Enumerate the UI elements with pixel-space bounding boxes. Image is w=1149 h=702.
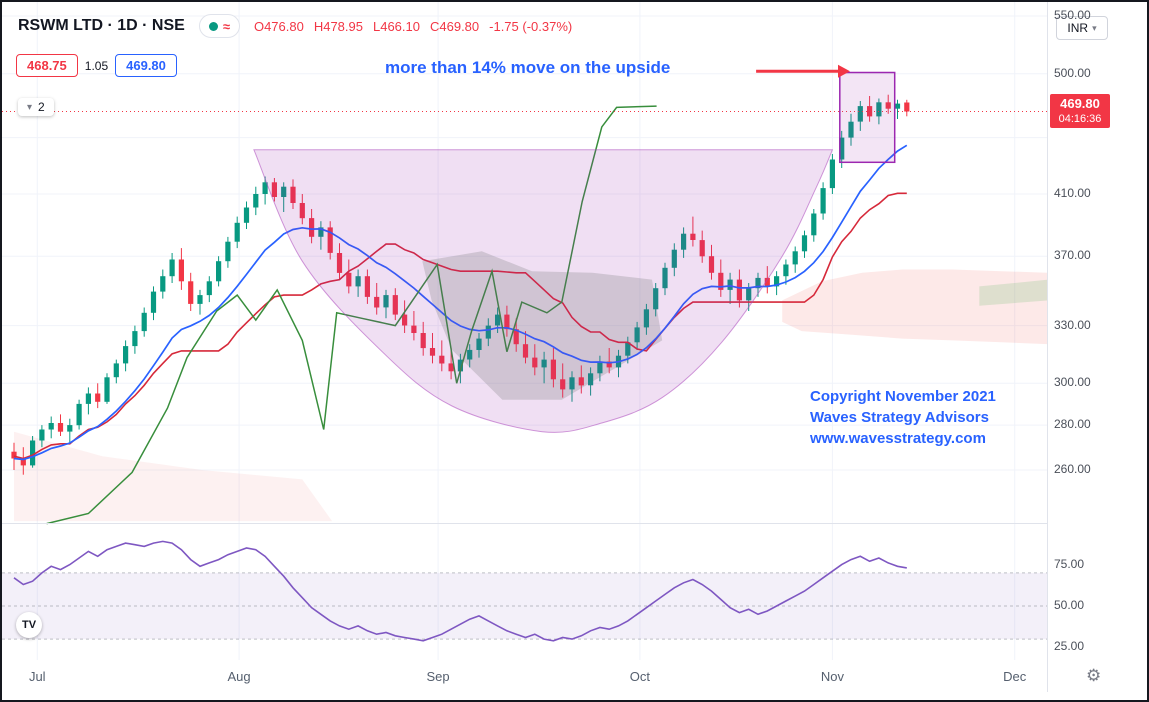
price-axis-label: 500.00 <box>1054 65 1091 80</box>
ohlc-close: C469.80 <box>429 18 480 34</box>
sell-button[interactable]: 468.75 <box>16 54 78 77</box>
price-axis-label: 330.00 <box>1054 317 1091 332</box>
collapse-count: 2 <box>38 100 45 114</box>
settings-gear-icon[interactable]: ⚙ <box>1086 666 1102 685</box>
chevron-down-icon: ▾ <box>1092 22 1097 33</box>
trade-buttons-row: 468.75 1.05 469.80 <box>16 54 177 77</box>
chart-legend: RSWM LTD · 1D · NSE ≈ O476.80 H478.95 L4… <box>18 14 572 38</box>
time-axis[interactable]: Jul Aug Sep Oct Nov Dec <box>2 660 1147 692</box>
ohlc-change: -1.75 (-0.37%) <box>489 18 573 34</box>
last-price-value: 469.80 <box>1060 95 1100 111</box>
copyright-line-2: Waves Strategy Advisors <box>810 409 989 426</box>
time-axis-label: Sep <box>426 669 450 684</box>
wave-icon: ≈ <box>222 18 230 34</box>
last-price-badge: 469.80 04:16:36 <box>1050 93 1110 128</box>
indicator-legend-pill[interactable]: ≈ <box>198 14 240 38</box>
price-chart-canvas[interactable] <box>2 2 1047 660</box>
upside-annotation-text[interactable]: more than 14% move on the upside <box>385 58 671 77</box>
price-axis-label: 300.00 <box>1054 375 1091 390</box>
price-axis[interactable]: INR ▾ 469.80 04:16:36 ⚙ 550.00 500.00 410.… <box>1047 2 1147 692</box>
tradingview-logo-icon[interactable]: TV <box>16 612 42 638</box>
rsi-pane <box>2 540 1047 642</box>
ohlc-open: O476.80 <box>253 18 304 34</box>
price-axis-label: 370.00 <box>1054 248 1091 263</box>
currency-selector[interactable]: INR ▾ <box>1056 16 1108 40</box>
time-axis-label: Oct <box>629 669 650 684</box>
lagging-span-line <box>46 105 657 525</box>
indicator-dot-icon <box>208 21 218 31</box>
price-axis-label: 280.00 <box>1054 417 1091 432</box>
pane-divider[interactable] <box>2 523 1147 524</box>
ohlc-high: H478.95 <box>313 18 363 34</box>
rsi-axis-label: 50.00 <box>1054 598 1085 612</box>
time-axis-label: Nov <box>820 669 844 684</box>
chevron-down-icon: ▾ <box>27 101 33 113</box>
ohlc-readout: O476.80 H478.95 L466.10 C469.80 -1.75 (-… <box>254 19 572 34</box>
object-tree-collapse-button[interactable]: ▾ 2 <box>18 98 54 116</box>
copyright-watermark: Copyright November 2021 Waves Strategy A… <box>810 386 996 449</box>
price-axis-label: 260.00 <box>1054 462 1091 477</box>
time-axis-label: Jul <box>28 669 46 684</box>
symbol-title[interactable]: RSWM LTD · 1D · NSE <box>18 17 185 34</box>
breakout-box-drawing <box>839 71 896 164</box>
spread-value: 1.05 <box>84 58 109 73</box>
rsi-axis-label: 25.00 <box>1054 639 1085 654</box>
price-axis-label: 410.00 <box>1054 186 1091 201</box>
time-axis-label: Dec <box>1003 669 1027 684</box>
time-axis-label: Aug <box>227 669 251 684</box>
copyright-line-1: Copyright November 2021 <box>810 388 996 405</box>
rsi-axis-label: 75.00 <box>1054 556 1085 571</box>
price-axis-label: 550.00 <box>1054 8 1091 22</box>
arrow-drawing <box>756 64 850 78</box>
moving-average-lines <box>13 144 908 461</box>
cup-pattern-drawing <box>253 149 834 433</box>
candlesticks <box>11 94 910 475</box>
currency-label: INR <box>1067 21 1089 35</box>
ohlc-low: L466.10 <box>372 18 420 34</box>
copyright-line-3: www.wavesstrategy.com <box>810 430 986 447</box>
bar-countdown: 04:16:36 <box>1058 112 1102 125</box>
buy-button[interactable]: 469.80 <box>115 54 177 77</box>
